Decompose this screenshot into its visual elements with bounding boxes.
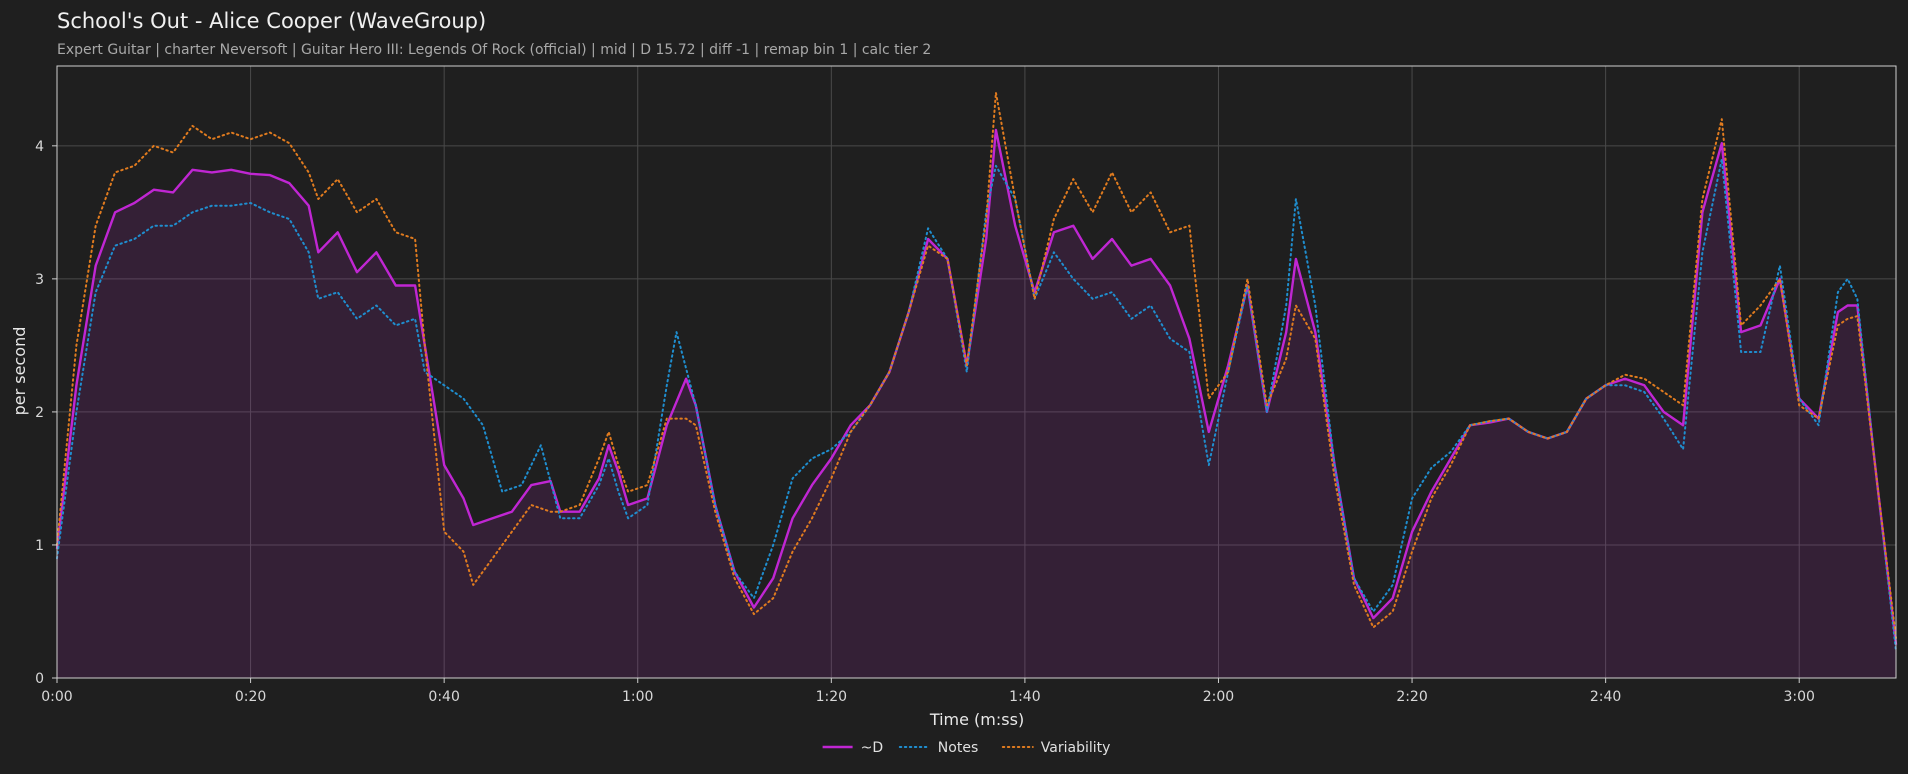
legend: ~D Notes Variability [822, 740, 1111, 756]
series-group [55, 91, 1898, 678]
legend-label-1: Notes [938, 740, 978, 756]
legend-label-2: Variability [1041, 740, 1111, 756]
chart-title: School's Out - Alice Cooper (WaveGroup) [57, 9, 486, 33]
series-area-0 [57, 129, 1896, 678]
x-tick-label: 0:20 [235, 689, 266, 705]
y-tick-label: 2 [35, 405, 44, 421]
x-axis-label: Time (m:ss) [929, 710, 1024, 729]
x-tick-label: 1:00 [622, 689, 653, 705]
y-tick-label: 4 [35, 139, 44, 155]
x-tick-label: 1:40 [1009, 689, 1040, 705]
x-tick-label: 2:20 [1396, 689, 1427, 705]
x-tick-label: 0:00 [41, 689, 72, 705]
y-tick-label: 1 [35, 538, 44, 554]
x-tick-label: 1:20 [816, 689, 847, 705]
y-axis-label: per second [10, 327, 29, 416]
x-tick-label: 2:00 [1203, 689, 1234, 705]
plot-background [57, 66, 1896, 678]
x-tick-label: 2:40 [1590, 689, 1621, 705]
y-tick-label: 3 [35, 272, 44, 288]
y-tick-label: 0 [35, 671, 44, 687]
plot-area [57, 66, 1896, 678]
y-axis-ticks: 0 1 2 3 4 [35, 139, 57, 687]
chart-subtitle: Expert Guitar | charter Neversoft | Guit… [57, 42, 931, 58]
legend-label-0: ~D [861, 740, 884, 756]
plot-border [56, 65, 1897, 679]
x-axis-ticks: 0:00 0:20 0:40 1:00 1:20 1:40 2:00 2:20 2:40 3:00 [41, 678, 1815, 705]
plot-frame [56, 65, 1897, 679]
series-line-2 [56, 91, 1897, 640]
x-tick-label: 0:40 [428, 689, 459, 705]
x-tick-label: 3:00 [1783, 689, 1814, 705]
